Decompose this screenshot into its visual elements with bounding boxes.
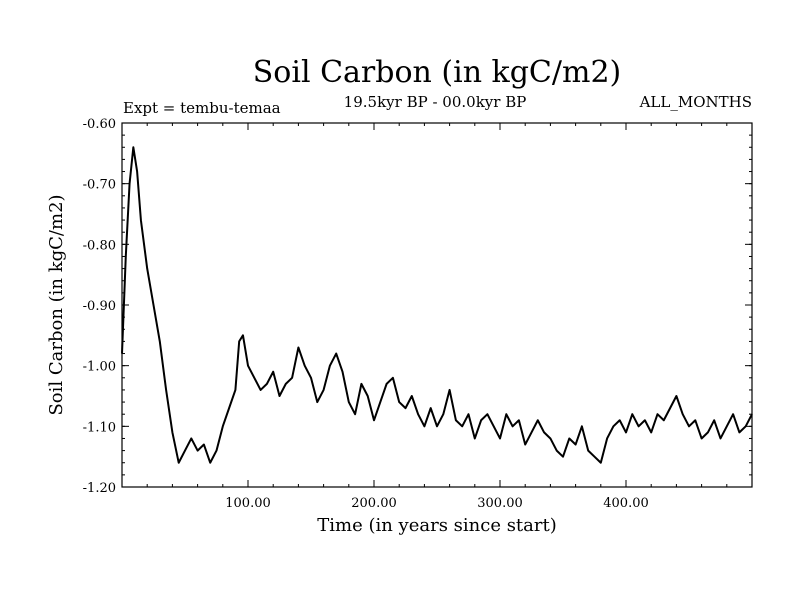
series-line-soil-carbon bbox=[121, 146, 753, 464]
y-axis-label: Soil Carbon (in kgC/m2) bbox=[46, 194, 67, 415]
x-tick-label: 300.00 bbox=[477, 496, 523, 511]
months-note: ALL_MONTHS bbox=[639, 93, 752, 111]
x-tick-label: 200.00 bbox=[351, 496, 397, 511]
y-tick-label: -0.80 bbox=[83, 238, 116, 253]
experiment-note: Expt = tembu-temaa bbox=[123, 99, 281, 117]
y-tick-label: -1.20 bbox=[83, 481, 116, 496]
x-axis-label: Time (in years since start) bbox=[317, 515, 557, 536]
plot-area: -0.60 -0.70 -0.80 -0.90 -1.00 -1.10 -1.20 100.… bbox=[83, 117, 753, 511]
chart-title: Soil Carbon (in kgC/m2) bbox=[253, 55, 621, 90]
y-tick-label: -1.00 bbox=[83, 360, 116, 375]
x-axis: 100.00 200.00 300.00 400.00 bbox=[146, 123, 728, 511]
y-tick-label: -1.10 bbox=[83, 420, 116, 435]
period-note: 19.5kyr BP - 00.0kyr BP bbox=[344, 93, 527, 111]
y-axis: -0.60 -0.70 -0.80 -0.90 -1.00 -1.10 -1.20 bbox=[83, 117, 752, 496]
plot-frame bbox=[121, 122, 753, 488]
y-tick-label: -0.90 bbox=[83, 299, 116, 314]
y-tick-label: -0.70 bbox=[83, 178, 116, 193]
x-tick-label: 400.00 bbox=[603, 496, 649, 511]
x-tick-label: 100.00 bbox=[225, 496, 271, 511]
y-tick-label: -0.60 bbox=[83, 117, 116, 132]
